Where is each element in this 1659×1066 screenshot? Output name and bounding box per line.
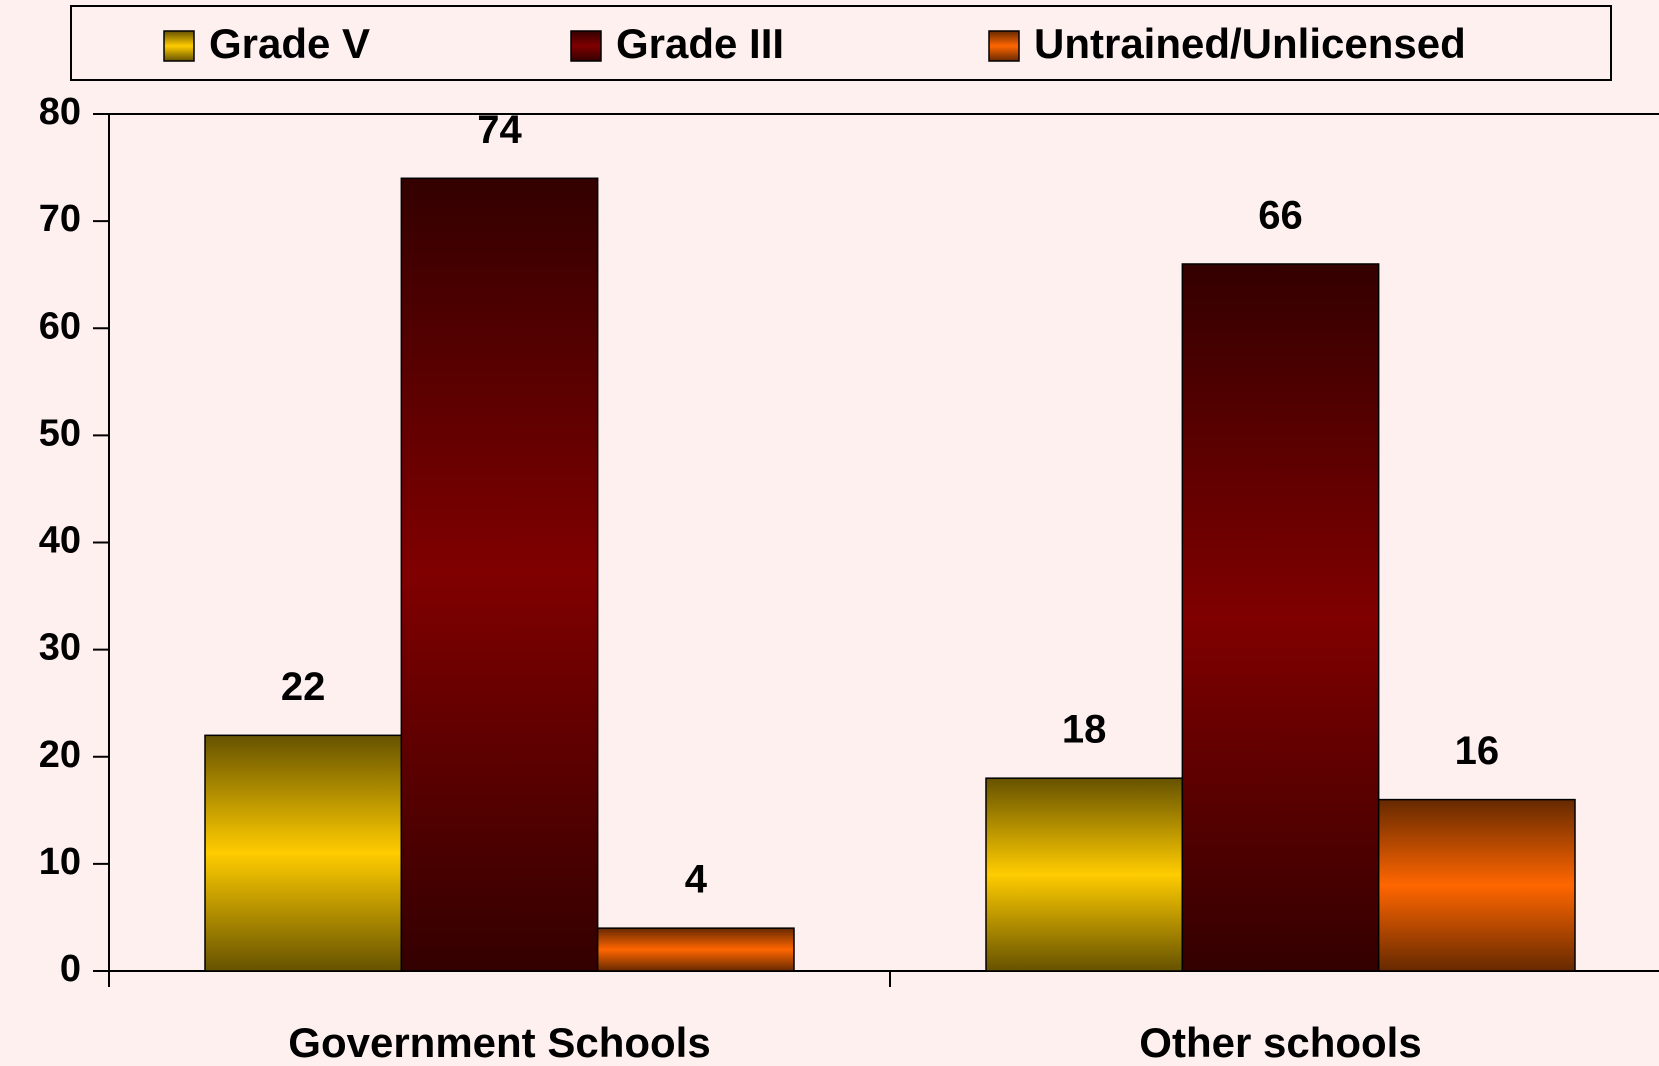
legend-swatch (570, 30, 602, 62)
bar (400, 177, 599, 972)
data-label: 66 (1258, 194, 1303, 238)
bar (1377, 798, 1576, 972)
legend-label: Grade V (209, 20, 370, 67)
data-label: 4 (685, 858, 708, 902)
bar (204, 734, 403, 972)
bar (596, 927, 795, 972)
data-label: 74 (477, 108, 522, 152)
y-tick-label: 10 (39, 841, 81, 883)
bar (985, 777, 1184, 972)
data-label: 16 (1455, 729, 1500, 773)
data-label: 18 (1062, 708, 1107, 752)
legend-label: Grade III (616, 20, 784, 67)
x-tick-label: Other schools (1139, 1019, 1421, 1066)
legend-box (70, 5, 1612, 81)
x-tick-label: Government Schools (288, 1019, 710, 1066)
y-tick-label: 70 (39, 198, 81, 240)
y-tick-label: 20 (39, 734, 81, 776)
y-tick-label: 80 (39, 91, 81, 133)
y-tick-label: 40 (39, 520, 81, 562)
legend-swatch (988, 30, 1020, 62)
y-tick-label: 0 (60, 948, 81, 990)
y-tick-label: 60 (39, 305, 81, 347)
bar (1181, 263, 1380, 972)
y-tick-label: 30 (39, 627, 81, 669)
y-tick-label: 50 (39, 412, 81, 454)
data-label: 22 (281, 665, 326, 709)
legend-swatch (163, 30, 195, 62)
legend-label: Untrained/Unlicensed (1034, 20, 1466, 67)
